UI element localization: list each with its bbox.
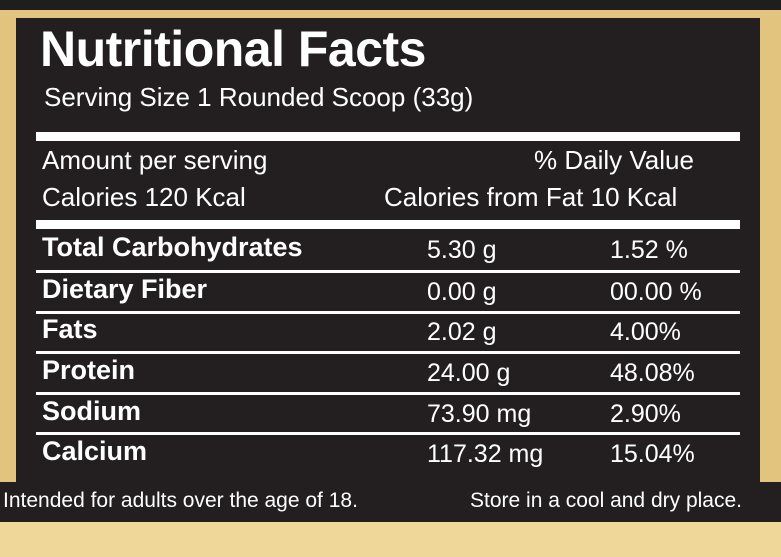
calories-label: Calories 120 Kcal (42, 182, 246, 212)
nutrient-amount: 5.30 g (427, 236, 497, 264)
row-divider (36, 432, 740, 435)
storage-notice: Store in a cool and dry place. (470, 489, 742, 512)
table-row: Sodium 73.90 mg 2.90% (0, 396, 781, 434)
nutrient-daily-value: 4.00% (610, 318, 681, 346)
nutrient-name: Protein (42, 355, 136, 385)
nutrient-name: Fats (42, 314, 98, 344)
table-row: Dietary Fiber 0.00 g 00.00 % (0, 274, 781, 312)
page-title: Nutritional Facts (40, 21, 426, 77)
nutrient-amount: 2.02 g (427, 318, 497, 346)
nutrient-daily-value: 00.00 % (610, 278, 702, 306)
nutrient-amount: 24.00 g (427, 359, 511, 387)
nutrient-amount: 73.90 mg (427, 400, 532, 428)
divider-thick-mid (36, 220, 740, 229)
row-divider (36, 392, 740, 395)
age-notice: Intended for adults over the age of 18. (3, 489, 358, 512)
daily-value-label: % Daily Value (534, 145, 694, 175)
footer-band (0, 482, 781, 522)
nutrient-daily-value: 1.52 % (610, 236, 688, 264)
calories-from-fat-label: Calories from Fat 10 Kcal (384, 182, 678, 212)
nutrient-amount: 0.00 g (427, 278, 497, 306)
nutrient-daily-value: 48.08% (610, 359, 695, 387)
bottom-gold-strip (0, 522, 781, 557)
divider-thick-top (36, 132, 740, 141)
table-row: Fats 2.02 g 4.00% (0, 314, 781, 352)
row-divider (36, 351, 740, 354)
amount-per-serving-label: Amount per serving (42, 145, 268, 175)
row-divider (36, 311, 740, 314)
nutrient-name: Total Carbohydrates (42, 232, 303, 262)
row-divider (36, 270, 740, 273)
serving-size: Serving Size 1 Rounded Scoop (33g) (44, 82, 474, 112)
nutrition-panel (16, 18, 760, 482)
nutrient-amount: 117.32 mg (427, 440, 544, 468)
nutrient-daily-value: 15.04% (610, 440, 695, 468)
nutrient-name: Dietary Fiber (42, 274, 208, 304)
nutrient-name: Sodium (42, 396, 141, 426)
nutrient-daily-value: 2.90% (610, 400, 681, 428)
table-row: Calcium 117.32 mg 15.04% (0, 436, 781, 474)
table-row: Total Carbohydrates 5.30 g 1.52 % (0, 232, 781, 270)
table-row: Protein 24.00 g 48.08% (0, 355, 781, 393)
nutrient-name: Calcium (42, 436, 148, 466)
